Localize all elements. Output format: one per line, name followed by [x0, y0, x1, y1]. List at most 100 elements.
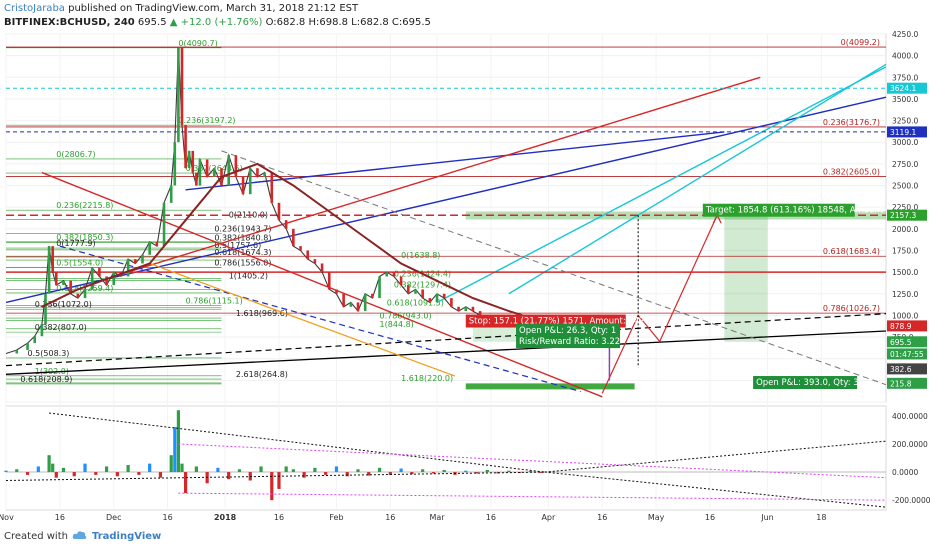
trendline	[41, 171, 603, 398]
candle	[141, 254, 144, 264]
fib-left-label: 0.236(1072.0)	[35, 300, 92, 309]
x-tick-label: Jun	[760, 513, 774, 522]
osc-tick-label: 400.0000	[892, 412, 928, 421]
fib-left-label: 1.618(969.6)	[236, 309, 288, 318]
candle	[378, 276, 381, 299]
y-tick-label: 3250.0	[892, 117, 918, 126]
sma-line	[41, 162, 546, 324]
fib-left-label: 0(2806.7)	[56, 150, 95, 159]
open-pl-2-annotation-bg	[753, 376, 858, 390]
osc-bar	[528, 470, 533, 473]
fib-left-label: 1.618(220.0)	[401, 374, 453, 383]
candle	[399, 276, 403, 286]
channel-dashed	[59, 245, 581, 393]
candle	[187, 150, 191, 169]
candle	[184, 124, 187, 169]
osc-bar	[356, 469, 360, 473]
x-tick-label: May	[648, 513, 665, 522]
open-pl-annotation-bg	[516, 324, 621, 349]
candle	[148, 241, 151, 255]
y-tick-label: 2250.0	[892, 203, 918, 212]
osc-bar	[148, 463, 152, 473]
candle	[44, 293, 47, 325]
osc-bar	[137, 472, 141, 475]
fib-left-label: 0.786(1556.0)	[214, 258, 271, 267]
y-tick-label: 2000.0	[892, 225, 918, 234]
y-tick-label: 3750.0	[892, 73, 918, 82]
candle	[134, 259, 137, 264]
projection-path	[601, 214, 718, 394]
osc-bar	[302, 472, 306, 478]
candle	[105, 276, 108, 286]
osc-bar	[51, 463, 55, 473]
support-line	[5, 330, 887, 375]
tradingview-cloud-icon	[72, 530, 88, 543]
osc-bar	[54, 472, 58, 478]
osc-bar	[36, 466, 40, 473]
oscillator-pane	[5, 405, 887, 511]
osc-wedge-bottom	[5, 471, 545, 481]
price-label-bg	[887, 363, 927, 375]
x-tick-label: Apr	[541, 513, 556, 522]
fib-left-label: 0.382(1297.4)	[394, 281, 451, 290]
candle	[62, 280, 65, 286]
fib-right-label: 0.786(1026.7)	[823, 304, 880, 313]
osc-bar	[173, 427, 177, 473]
symbol-label: BITFINEX:BCHUSD, 240	[4, 17, 135, 28]
osc-bar	[464, 470, 468, 473]
candle	[33, 336, 37, 344]
y-tick-label: 2500.0	[892, 182, 918, 191]
y-tick-label: 1000.0	[892, 311, 918, 320]
open-pl-2-annotation-text: Open P&L: 393.0, Qty: 3	[756, 378, 859, 388]
osc-bar	[158, 472, 163, 478]
osc-bar	[388, 472, 392, 475]
x-tick-label: 18	[816, 513, 826, 522]
candle	[162, 202, 166, 247]
fib-left-label: 0.382(807.0)	[35, 323, 87, 332]
candle	[51, 246, 54, 273]
osc-bar	[410, 472, 414, 475]
y-tick-label: 4000.0	[892, 52, 918, 61]
author-link[interactable]: CristoJaraba	[4, 3, 65, 14]
candle	[83, 289, 87, 299]
tradingview-brand[interactable]: TradingView	[91, 531, 162, 542]
y-tick-label: 1750.0	[892, 246, 918, 255]
candle	[173, 142, 177, 186]
price-label: 3624.1	[890, 84, 916, 93]
fib-left-label: 1(302.0)	[35, 367, 69, 376]
target-band	[465, 211, 886, 220]
candle	[256, 168, 259, 177]
candle	[471, 306, 475, 312]
osc-bar	[25, 472, 30, 475]
candle	[191, 150, 195, 173]
osc-tick-label: -200.0000	[892, 496, 931, 505]
price-label-bg	[887, 209, 927, 221]
osc-bar	[539, 472, 543, 474]
trendline	[436, 66, 887, 304]
osc-bar	[270, 472, 274, 501]
osc-bar	[474, 472, 479, 474]
candle	[478, 311, 482, 316]
x-tick-label: 16	[274, 513, 284, 522]
y-tick-label: 2750.0	[892, 160, 918, 169]
candle	[342, 293, 345, 307]
published-text: published on TradingView.com, March 31, …	[68, 3, 359, 14]
fib-right-label: 0.382(2605.0)	[823, 167, 880, 176]
candle	[180, 47, 184, 125]
fib-left-label: 0.618(1091.5)	[387, 298, 444, 307]
fib-right-label: 0(4099.2)	[841, 38, 880, 47]
price-label-bg	[887, 377, 927, 389]
osc-bar	[399, 468, 403, 473]
price-chart[interactable]: 750.01000.01250.01500.01750.02000.02250.…	[0, 0, 932, 530]
open-pl-annotation-text: Open P&L: 26.3, Qty: 1	[519, 326, 616, 336]
price-label-bg	[887, 336, 927, 348]
candle	[406, 285, 410, 294]
candle	[195, 172, 198, 186]
candle	[442, 293, 446, 299]
candle	[126, 259, 130, 277]
candle	[112, 272, 116, 286]
osc-bar	[507, 470, 511, 473]
last-price: 695.5	[137, 17, 167, 28]
downtrend-dashed	[221, 150, 887, 386]
